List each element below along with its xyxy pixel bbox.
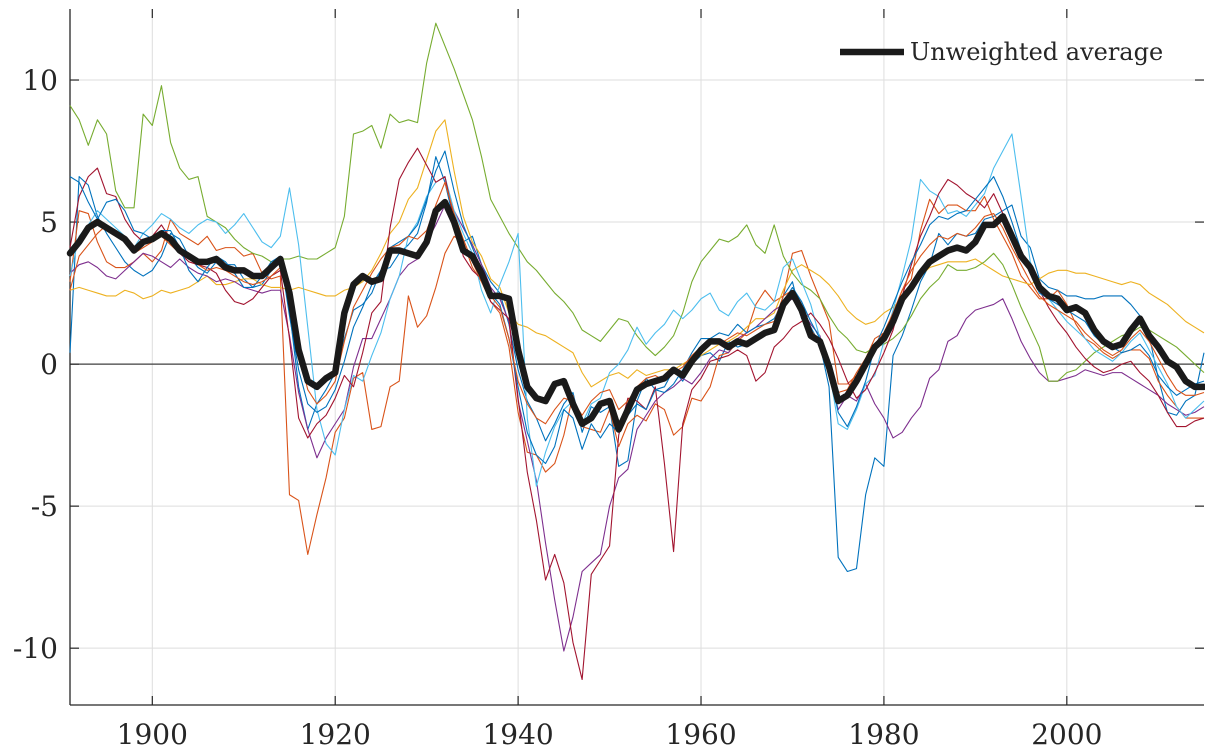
x-tick-label: 2000 <box>1031 718 1102 751</box>
legend: Unweighted average <box>840 38 1163 66</box>
highlight-layer <box>66 198 1205 433</box>
x-tick-label: 1920 <box>300 718 371 751</box>
series-line-6 <box>69 133 1205 487</box>
series-line-7 <box>69 147 1205 680</box>
y-tick-label: 0 <box>40 348 58 381</box>
series-line-2 <box>69 195 1204 555</box>
unweighted-average-line <box>66 198 1205 433</box>
x-tick-label: 1980 <box>848 718 919 751</box>
y-tick-label: 5 <box>40 206 58 239</box>
series-line-4 <box>69 204 1205 652</box>
tick-label-layer: 1900 1920 1940 1960 1980 2000 10 5 0 -5 -10 <box>13 64 1103 751</box>
y-tick-label: -5 <box>31 490 58 523</box>
series-line-8 <box>69 150 1205 465</box>
y-tick-label: -10 <box>13 632 58 665</box>
grid-layer <box>70 9 1204 705</box>
series-layer <box>69 22 1205 680</box>
legend-label-unweighted-average: Unweighted average <box>910 38 1163 66</box>
x-tick-label: 1900 <box>117 718 188 751</box>
axes-layer <box>69 9 1204 706</box>
y-tick-label: 10 <box>22 64 58 97</box>
series-line-5 <box>69 22 1205 382</box>
x-tick-label: 1940 <box>482 718 553 751</box>
x-tick-label: 1960 <box>665 718 736 751</box>
